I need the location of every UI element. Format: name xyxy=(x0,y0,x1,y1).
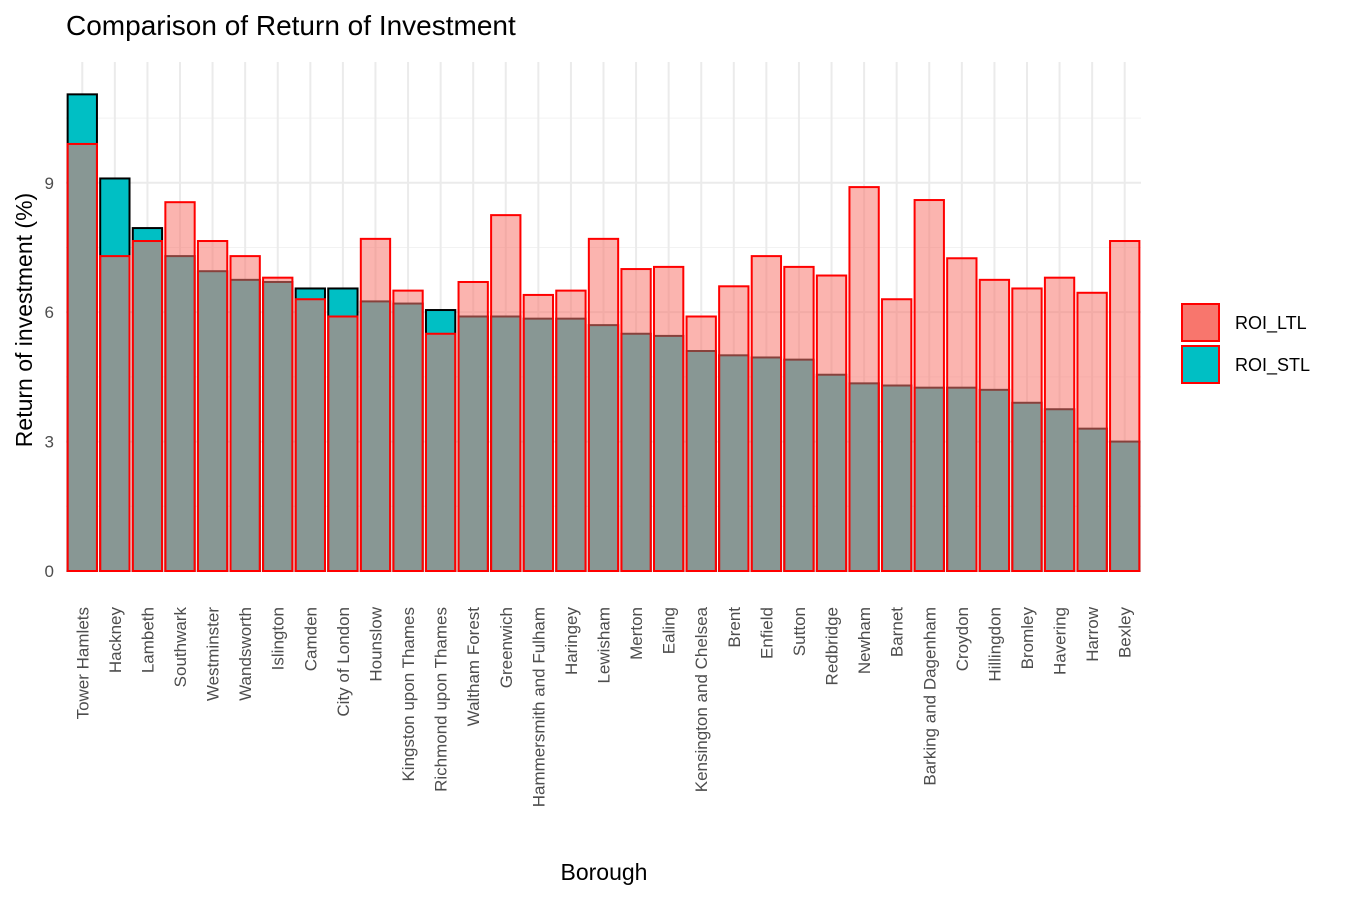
x-tick-label: Islington xyxy=(269,607,288,670)
bar-roi-ltl xyxy=(913,199,945,572)
bar-roi-ltl xyxy=(815,274,848,572)
x-tick-label: Wandsworth xyxy=(236,607,255,701)
bar-roi-ltl xyxy=(66,142,98,572)
x-tick-label: Camden xyxy=(301,607,320,671)
bar-roi-ltl xyxy=(555,289,587,572)
x-axis-title: Borough xyxy=(561,859,648,885)
bar-roi-ltl xyxy=(848,186,880,572)
x-tick-label: Hillingdon xyxy=(985,607,1004,682)
bar-roi-ltl xyxy=(1011,287,1043,572)
x-tick-label: Enfield xyxy=(757,607,776,659)
x-tick-label: Lewisham xyxy=(595,607,614,684)
bar-roi-ltl xyxy=(424,332,457,572)
legend: ROI_LTL ROI_STL xyxy=(1181,303,1310,384)
x-tick-label: City of London xyxy=(334,607,353,717)
bar-roi-ltl xyxy=(262,276,294,572)
x-tick-label: Richmond upon Thames xyxy=(432,607,451,792)
x-axis-ticks: Tower Hamlets Hackney Lambeth Southwark West… xyxy=(73,606,1134,807)
bar-roi-ltl xyxy=(685,315,717,572)
x-tick-label: Westminster xyxy=(204,607,223,701)
bar-roi-ltl xyxy=(164,201,196,572)
x-tick-label: Croydon xyxy=(953,607,972,671)
x-tick-label: Barking and Dagenham xyxy=(920,607,939,786)
bar-roi-ltl xyxy=(978,278,1011,572)
bar-roi-ltl xyxy=(881,298,913,572)
x-tick-label: Ealing xyxy=(660,607,679,654)
x-tick-label: Greenwich xyxy=(497,607,516,688)
bar-roi-ltl xyxy=(131,240,164,572)
x-tick-label: Hackney xyxy=(106,607,125,674)
x-tick-label: Kingston upon Thames xyxy=(399,607,418,782)
bar-roi-ltl xyxy=(718,285,750,572)
x-tick-label: Southwark xyxy=(171,607,190,688)
y-tick-label: 9 xyxy=(45,174,54,193)
bar-roi-ltl xyxy=(327,315,359,572)
x-tick-label: Kensington and Chelsea xyxy=(692,606,711,792)
x-tick-label: Barnet xyxy=(888,607,907,657)
legend-key-roi-ltl xyxy=(1181,303,1220,342)
bars xyxy=(66,93,1141,573)
x-tick-label: Bromley xyxy=(1018,607,1037,670)
legend-label: ROI_LTL xyxy=(1235,313,1307,334)
x-tick-label: Merton xyxy=(627,607,646,660)
bar-roi-ltl xyxy=(196,240,229,572)
bar-roi-ltl xyxy=(1109,240,1141,572)
bar-roi-ltl xyxy=(587,237,620,572)
y-axis-title: Return of investment (%) xyxy=(11,193,37,447)
x-tick-label: Sutton xyxy=(790,607,809,656)
legend-label: ROI_STL xyxy=(1235,355,1310,376)
x-tick-label: Bexley xyxy=(1116,607,1135,659)
x-tick-label: Waltham Forest xyxy=(464,607,483,727)
x-tick-label: Redbridge xyxy=(823,607,842,685)
bar-roi-ltl xyxy=(783,265,815,572)
x-tick-label: Havering xyxy=(1051,607,1070,675)
bar-roi-ltl xyxy=(229,255,261,572)
bar-roi-ltl xyxy=(490,214,522,573)
bar-roi-ltl xyxy=(1076,291,1108,572)
chart-title: Comparison of Return of Investment xyxy=(66,10,516,41)
x-tick-label: Haringey xyxy=(562,607,581,676)
bar-roi-ltl xyxy=(99,255,131,572)
x-tick-label: Lambeth xyxy=(138,607,157,673)
bar-roi-ltl xyxy=(750,255,783,572)
bar-roi-ltl xyxy=(946,257,978,572)
y-tick-label: 6 xyxy=(45,303,54,322)
y-axis-ticks: 0 3 6 9 xyxy=(45,174,54,581)
y-tick-label: 0 xyxy=(45,562,54,581)
x-tick-label: Brent xyxy=(725,607,744,648)
bar-roi-ltl xyxy=(522,293,555,572)
x-tick-label: Hounslow xyxy=(366,606,385,681)
bar-roi-ltl xyxy=(620,268,652,572)
bar-roi-ltl xyxy=(392,289,424,572)
x-tick-label: Newham xyxy=(855,607,874,674)
legend-key-roi-stl xyxy=(1181,345,1220,384)
y-tick-label: 3 xyxy=(45,433,54,452)
x-tick-label: Tower Hamlets xyxy=(73,607,92,719)
bar-roi-ltl xyxy=(359,237,392,572)
bar-roi-ltl xyxy=(457,280,489,572)
x-tick-label: Harrow xyxy=(1083,606,1102,662)
bar-roi-ltl xyxy=(652,265,685,572)
bar-roi-ltl xyxy=(1043,276,1076,572)
x-tick-label: Hammersmith and Fulham xyxy=(529,607,548,807)
bar-roi-ltl xyxy=(294,298,326,572)
